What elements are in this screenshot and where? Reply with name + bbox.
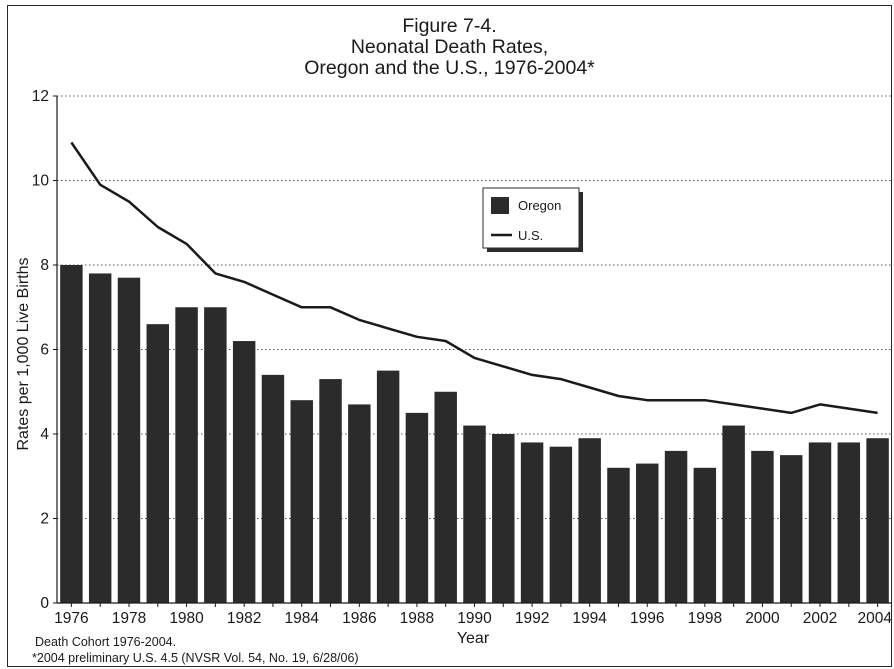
bar-oregon-2003 <box>837 442 861 603</box>
footnote-cohort: Death Cohort 1976-2004. <box>35 635 176 649</box>
bar-oregon-1997 <box>664 450 688 603</box>
legend-oregon-label: Oregon <box>518 198 561 213</box>
bar-oregon-1977 <box>88 273 112 603</box>
x-tick-label: 1990 <box>457 610 492 627</box>
y-tick-label: 4 <box>40 426 49 443</box>
bar-oregon-1999 <box>722 425 745 603</box>
x-tick-label: 1988 <box>400 610 434 627</box>
legend: Oregon U.S. <box>482 187 583 252</box>
legend-oregon-swatch <box>491 197 509 214</box>
bar-oregon-1998 <box>693 467 717 603</box>
bar-oregon-1979 <box>146 324 170 603</box>
y-tick-label: 12 <box>32 88 49 105</box>
bar-oregon-1996 <box>636 463 659 603</box>
y-axis-label: Rates per 1,000 Live Births <box>15 258 32 451</box>
bar-oregon-2001 <box>779 455 803 603</box>
x-tick-label: 1996 <box>630 610 664 627</box>
line-us <box>70 141 878 415</box>
bar-oregon-1990 <box>463 425 486 603</box>
y-tick-label: 2 <box>40 511 49 528</box>
bar-oregon-1981 <box>204 307 227 603</box>
chart-frame: Figure 7-4. Neonatal Death Rates, Oregon… <box>7 5 892 667</box>
bar-oregon-2004 <box>866 438 889 603</box>
x-tick-label: 1980 <box>169 610 204 627</box>
x-tick-label: 1998 <box>688 610 722 627</box>
chart-title-line-3: Oregon and the U.S., 1976-2004* <box>304 57 595 79</box>
x-tick-label: 2000 <box>745 610 780 627</box>
bar-oregon-1986 <box>348 404 371 603</box>
legend-us-label: U.S. <box>518 228 543 243</box>
x-tick-label: 1984 <box>284 610 319 627</box>
bar-oregon-1976 <box>60 265 83 603</box>
bar-oregon-2002 <box>808 442 832 603</box>
chart-title-line-1: Figure 7-4. <box>402 15 497 37</box>
y-tick-label: 6 <box>40 342 49 359</box>
bar-oregon-1978 <box>117 277 141 603</box>
bar-oregon-1988 <box>405 412 429 603</box>
x-tick-label: 1986 <box>342 610 376 627</box>
bar-oregon-2000 <box>751 450 774 603</box>
bar-oregon-1983 <box>261 374 285 603</box>
bar-oregon-1994 <box>578 438 601 603</box>
bar-oregon-1995 <box>607 467 630 603</box>
bar-oregon-1991 <box>492 434 515 603</box>
x-tick-label: 2002 <box>803 610 837 627</box>
x-tick-label: 1978 <box>112 610 146 627</box>
x-tick-label: 1992 <box>515 610 549 627</box>
chart-title-line-2: Neonatal Death Rates, <box>350 36 549 58</box>
x-tick-label: 2004 <box>858 610 893 627</box>
chart-title: Figure 7-4. Neonatal Death Rates, Oregon… <box>8 16 891 79</box>
bar-oregon-1982 <box>232 341 256 603</box>
y-tick-label: 0 <box>40 595 49 612</box>
bar-oregon-1987 <box>376 370 400 603</box>
bar-oregon-1993 <box>549 446 573 603</box>
us-line-series <box>70 141 878 415</box>
x-tick-label: 1994 <box>572 610 607 627</box>
oregon-bars <box>60 265 889 603</box>
x-tick-label: 1982 <box>227 610 261 627</box>
y-tick-label: 8 <box>40 257 49 274</box>
y-tick-label: 10 <box>32 173 50 190</box>
axes <box>53 95 892 607</box>
bar-oregon-1992 <box>520 442 544 603</box>
y-tick-labels: 0 2 4 6 8 10 12 <box>32 88 50 612</box>
footnote-preliminary: *2004 preliminary U.S. 4.5 (NVSR Vol. 54… <box>32 651 359 665</box>
x-tick-label: 1976 <box>54 610 88 627</box>
bar-oregon-1985 <box>319 379 342 603</box>
x-axis-label: Year <box>457 630 490 647</box>
bar-oregon-1984 <box>290 400 313 603</box>
bar-oregon-1989 <box>434 391 457 603</box>
bar-oregon-1980 <box>175 307 198 603</box>
x-tick-labels: 1976 1978 1980 1982 1984 1986 1988 1990 1992 1994… <box>54 610 892 627</box>
